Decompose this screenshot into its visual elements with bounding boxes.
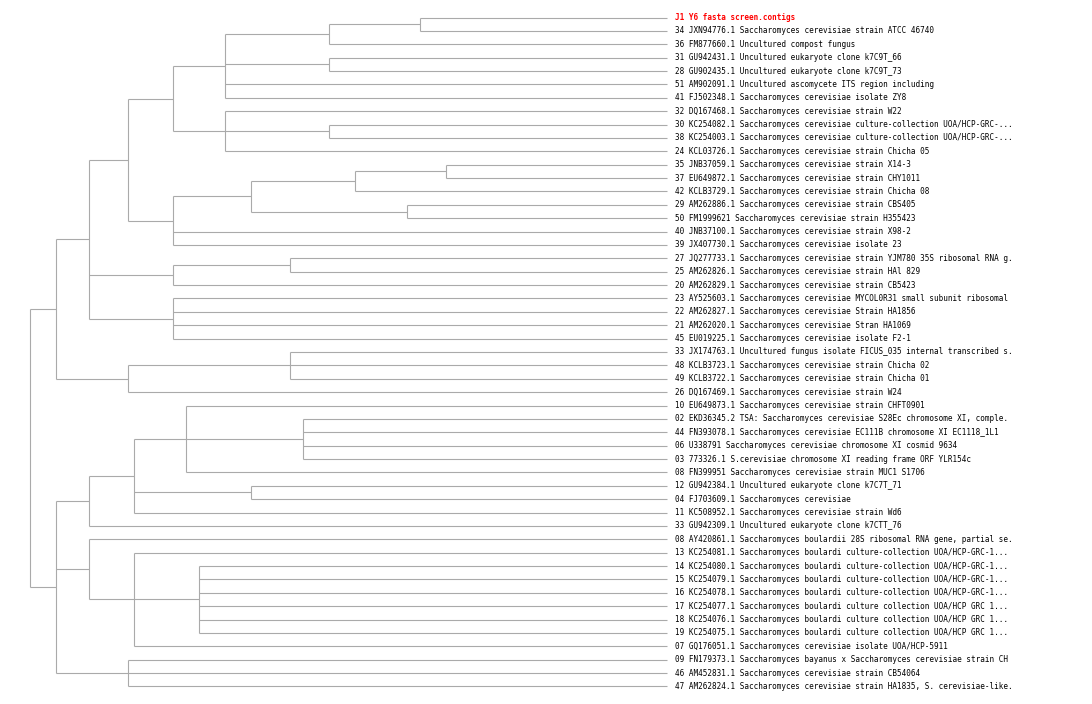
Text: J1 Y6 fasta screen.contigs: J1 Y6 fasta screen.contigs (675, 13, 795, 22)
Text: 40 JNB37100.1 Saccharomyces cerevisiae strain X98-2: 40 JNB37100.1 Saccharomyces cerevisiae s… (675, 227, 911, 236)
Text: 10 EU649873.1 Saccharomyces cerevisiae strain CHFT0901: 10 EU649873.1 Saccharomyces cerevisiae s… (675, 401, 925, 410)
Text: 48 KCLB3723.1 Saccharomyces cerevisiae strain Chicha 02: 48 KCLB3723.1 Saccharomyces cerevisiae s… (675, 361, 929, 370)
Text: 38 KC254003.1 Saccharomyces cerevisiae culture-collection UOA/HCP-GRC-...: 38 KC254003.1 Saccharomyces cerevisiae c… (675, 134, 1012, 142)
Text: 04 FJ703609.1 Saccharomyces cerevisiae: 04 FJ703609.1 Saccharomyces cerevisiae (675, 495, 851, 503)
Text: 46 AM452831.1 Saccharomyces cerevisiae strain CB54064: 46 AM452831.1 Saccharomyces cerevisiae s… (675, 669, 921, 677)
Text: 34 JXN94776.1 Saccharomyces cerevisiae strain ATCC 46740: 34 JXN94776.1 Saccharomyces cerevisiae s… (675, 27, 934, 35)
Text: 08 FN399951 Saccharomyces cerevisiae strain MUC1 S1706: 08 FN399951 Saccharomyces cerevisiae str… (675, 468, 925, 477)
Text: 23 AY525603.1 Saccharomyces cerevisiae MYCOL0R31 small subunit ribosomal: 23 AY525603.1 Saccharomyces cerevisiae M… (675, 294, 1008, 303)
Text: 32 DQ167468.1 Saccharomyces cerevisiae strain W22: 32 DQ167468.1 Saccharomyces cerevisiae s… (675, 107, 902, 115)
Text: 31 GU942431.1 Uncultured eukaryote clone k7C9T_66: 31 GU942431.1 Uncultured eukaryote clone… (675, 54, 902, 62)
Text: 14 KC254080.1 Saccharomyces boulardi culture-collection UOA/HCP-GRC-1...: 14 KC254080.1 Saccharomyces boulardi cul… (675, 562, 1008, 570)
Text: 42 KCLB3729.1 Saccharomyces cerevisiae strain Chicha 08: 42 KCLB3729.1 Saccharomyces cerevisiae s… (675, 187, 929, 196)
Text: 03 773326.1 S.cerevisiae chromosome XI reading frame ORF YLR154c: 03 773326.1 S.cerevisiae chromosome XI r… (675, 455, 971, 463)
Text: 20 AM262829.1 Saccharomyces cerevisiae strain CB5423: 20 AM262829.1 Saccharomyces cerevisiae s… (675, 281, 915, 289)
Text: 25 AM262826.1 Saccharomyces cerevisiae strain HAl 829: 25 AM262826.1 Saccharomyces cerevisiae s… (675, 268, 921, 276)
Text: 07 GQ176051.1 Saccharomyces cerevisiae isolate UOA/HCP-5911: 07 GQ176051.1 Saccharomyces cerevisiae i… (675, 642, 948, 650)
Text: 50 FM1999621 Saccharomyces cerevisiae strain H355423: 50 FM1999621 Saccharomyces cerevisiae st… (675, 214, 915, 222)
Text: 16 KC254078.1 Saccharomyces boulardi culture-collection UOA/HCP-GRC-1...: 16 KC254078.1 Saccharomyces boulardi cul… (675, 589, 1008, 597)
Text: 41 FJ502348.1 Saccharomyces cerevisiae isolate ZY8: 41 FJ502348.1 Saccharomyces cerevisiae i… (675, 94, 906, 102)
Text: 15 KC254079.1 Saccharomyces boulardi culture-collection UOA/HCP-GRC-1...: 15 KC254079.1 Saccharomyces boulardi cul… (675, 575, 1008, 584)
Text: 33 JX174763.1 Uncultured fungus isolate FICUS_035 internal transcribed s.: 33 JX174763.1 Uncultured fungus isolate … (675, 348, 1012, 356)
Text: 12 GU942384.1 Uncultured eukaryote clone k7C7T_71: 12 GU942384.1 Uncultured eukaryote clone… (675, 482, 902, 490)
Text: 33 GU942309.1 Uncultured eukaryote clone k7CTT_76: 33 GU942309.1 Uncultured eukaryote clone… (675, 522, 902, 530)
Text: 18 KC254076.1 Saccharomyces boulardi culture collection UOA/HCP GRC 1...: 18 KC254076.1 Saccharomyces boulardi cul… (675, 615, 1008, 624)
Text: 13 KC254081.1 Saccharomyces boulardi culture-collection UOA/HCP-GRC-1...: 13 KC254081.1 Saccharomyces boulardi cul… (675, 548, 1008, 557)
Text: 11 KC508952.1 Saccharomyces cerevisiae strain Wd6: 11 KC508952.1 Saccharomyces cerevisiae s… (675, 508, 902, 517)
Text: 08 AY420861.1 Saccharomyces boulardii 28S ribosomal RNA gene, partial se.: 08 AY420861.1 Saccharomyces boulardii 28… (675, 535, 1012, 543)
Text: 22 AM262827.1 Saccharomyces cerevisiae Strain HA1856: 22 AM262827.1 Saccharomyces cerevisiae S… (675, 308, 915, 316)
Text: 09 FN179373.1 Saccharomyces bayanus x Saccharomyces cerevisiae strain CH: 09 FN179373.1 Saccharomyces bayanus x Sa… (675, 655, 1008, 664)
Text: 17 KC254077.1 Saccharomyces boulardi culture collection UOA/HCP GRC 1...: 17 KC254077.1 Saccharomyces boulardi cul… (675, 602, 1008, 610)
Text: 35 JNB37059.1 Saccharomyces cerevisiae strain X14-3: 35 JNB37059.1 Saccharomyces cerevisiae s… (675, 161, 911, 169)
Text: 29 AM262886.1 Saccharomyces cerevisiae strain CBS405: 29 AM262886.1 Saccharomyces cerevisiae s… (675, 201, 915, 209)
Text: 47 AM262824.1 Saccharomyces cerevisiae strain HA1835, S. cerevisiae-like.: 47 AM262824.1 Saccharomyces cerevisiae s… (675, 682, 1012, 691)
Text: 21 AM262020.1 Saccharomyces cerevisiae Stran HA1069: 21 AM262020.1 Saccharomyces cerevisiae S… (675, 321, 911, 329)
Text: 30 KC254082.1 Saccharomyces cerevisiae culture-collection UOA/HCP-GRC-...: 30 KC254082.1 Saccharomyces cerevisiae c… (675, 120, 1012, 129)
Text: 51 AM902091.1 Uncultured ascomycete ITS region including: 51 AM902091.1 Uncultured ascomycete ITS … (675, 80, 934, 89)
Text: 49 KCLB3722.1 Saccharomyces cerevisiae strain Chicha 01: 49 KCLB3722.1 Saccharomyces cerevisiae s… (675, 375, 929, 383)
Text: 45 EU019225.1 Saccharomyces cerevisiae isolate F2-1: 45 EU019225.1 Saccharomyces cerevisiae i… (675, 334, 911, 343)
Text: 27 JQ277733.1 Saccharomyces cerevisiae strain YJM780 35S ribosomal RNA g.: 27 JQ277733.1 Saccharomyces cerevisiae s… (675, 254, 1012, 263)
Text: 44 FN393078.1 Saccharomyces cerevisiae EC111B chromosome XI EC1118_1L1: 44 FN393078.1 Saccharomyces cerevisiae E… (675, 428, 999, 436)
Text: 24 KCL03726.1 Saccharomyces cerevisiae strain Chicha 05: 24 KCL03726.1 Saccharomyces cerevisiae s… (675, 147, 929, 156)
Text: 02 EKD36345.2 TSA: Saccharomyces cerevisiae S28Ec chromosome XI, comple.: 02 EKD36345.2 TSA: Saccharomyces cerevis… (675, 415, 1008, 423)
Text: 19 KC254075.1 Saccharomyces boulardi culture collection UOA/HCP GRC 1...: 19 KC254075.1 Saccharomyces boulardi cul… (675, 629, 1008, 637)
Text: 39 JX407730.1 Saccharomyces cerevisiae isolate 23: 39 JX407730.1 Saccharomyces cerevisiae i… (675, 241, 902, 249)
Text: 06 U338791 Saccharomyces cerevisiae chromosome XI cosmid 9634: 06 U338791 Saccharomyces cerevisiae chro… (675, 441, 958, 450)
Text: 26 DQ167469.1 Saccharomyces cerevisiae strain W24: 26 DQ167469.1 Saccharomyces cerevisiae s… (675, 388, 902, 396)
Text: 37 EU649872.1 Saccharomyces cerevisiae strain CHY1011: 37 EU649872.1 Saccharomyces cerevisiae s… (675, 174, 921, 182)
Text: 28 GU902435.1 Uncultured eukaryote clone k7C9T_73: 28 GU902435.1 Uncultured eukaryote clone… (675, 67, 902, 75)
Text: 36 FM877660.1 Uncultured compost fungus: 36 FM877660.1 Uncultured compost fungus (675, 40, 855, 49)
